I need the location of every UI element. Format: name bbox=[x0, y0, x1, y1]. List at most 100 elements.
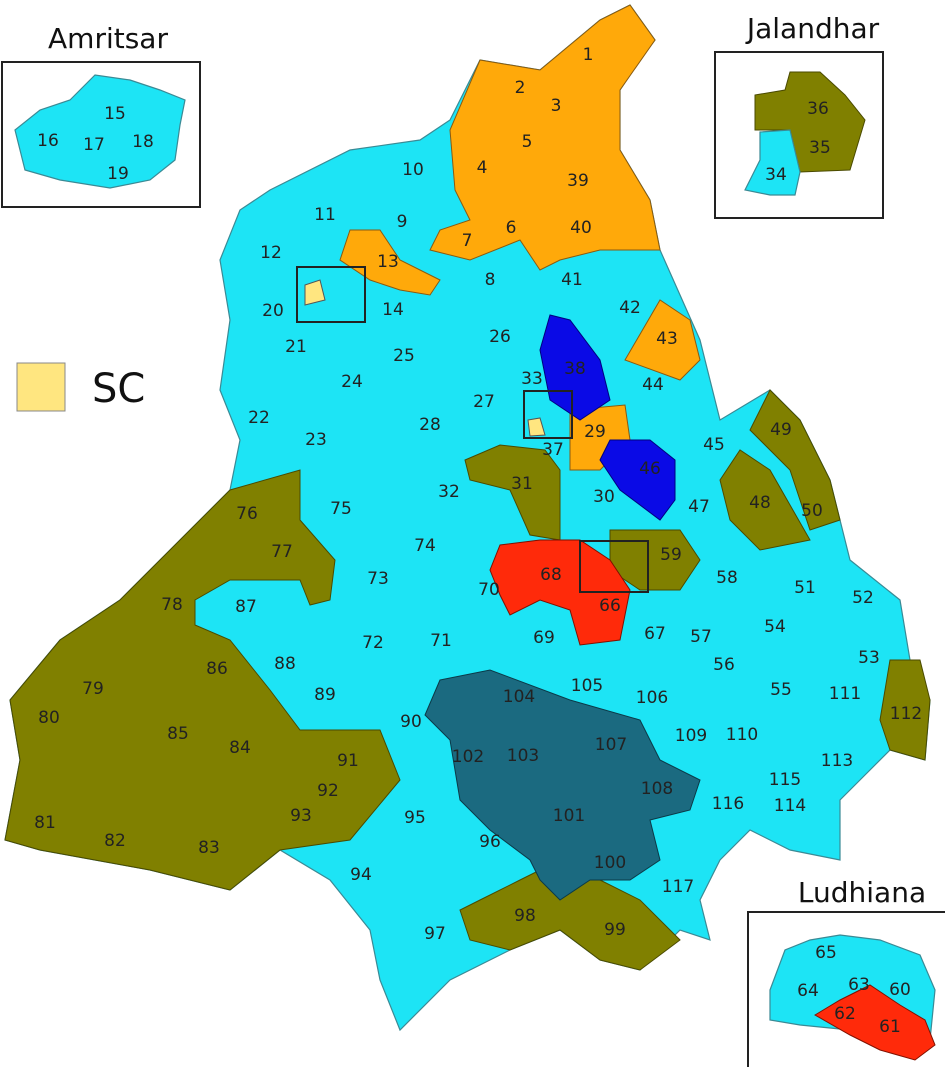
constituency-label: 68 bbox=[540, 565, 562, 585]
constituency-label: 111 bbox=[829, 684, 861, 704]
constituency-label: 55 bbox=[770, 680, 792, 700]
constituency-label: 79 bbox=[82, 679, 104, 699]
inset-title: Amritsar bbox=[48, 22, 168, 55]
constituency-label: 93 bbox=[290, 806, 312, 826]
constituency-label: 91 bbox=[337, 751, 359, 771]
inset-box bbox=[714, 51, 884, 219]
constituency-label: 9 bbox=[397, 212, 408, 232]
constituency-label: 112 bbox=[890, 704, 922, 724]
legend: SC bbox=[16, 362, 145, 412]
constituency-label: 47 bbox=[688, 497, 710, 517]
constituency-label: 59 bbox=[660, 545, 682, 565]
constituency-label: 62 bbox=[834, 1004, 856, 1024]
constituency-label: 98 bbox=[514, 906, 536, 926]
prev-arrow[interactable] bbox=[16, 518, 42, 562]
constituency-label: 117 bbox=[662, 877, 694, 897]
constituency-label: 35 bbox=[809, 138, 831, 158]
constituency-label: 31 bbox=[511, 474, 533, 494]
constituency-label: 15 bbox=[104, 104, 126, 124]
constituency-label: 16 bbox=[37, 131, 59, 151]
next-arrow[interactable] bbox=[903, 518, 929, 562]
constituency-label: 8 bbox=[485, 270, 496, 290]
constituency-label: 58 bbox=[716, 568, 738, 588]
constituency-label: 95 bbox=[404, 808, 426, 828]
constituency-label: 67 bbox=[644, 624, 666, 644]
constituency-label: 108 bbox=[641, 779, 673, 799]
region-48 bbox=[719, 449, 811, 551]
constituency-label: 107 bbox=[595, 735, 627, 755]
inset-title: Jalandhar bbox=[745, 12, 880, 45]
constituency-label: 42 bbox=[619, 298, 641, 318]
constituency-label: 96 bbox=[479, 832, 501, 852]
city-box bbox=[296, 266, 366, 323]
constituency-label: 74 bbox=[414, 536, 436, 556]
constituency-label: 73 bbox=[367, 569, 389, 589]
constituency-label: 43 bbox=[656, 329, 678, 349]
constituency-label: 52 bbox=[852, 588, 874, 608]
constituency-label: 14 bbox=[382, 300, 404, 320]
constituency-label: 78 bbox=[161, 595, 183, 615]
constituency-label: 61 bbox=[879, 1017, 901, 1037]
constituency-label: 101 bbox=[553, 806, 585, 826]
sc-area bbox=[304, 279, 326, 306]
constituency-label: 88 bbox=[274, 654, 296, 674]
constituency-label: 40 bbox=[570, 218, 592, 238]
constituency-label: 89 bbox=[314, 685, 336, 705]
region-46 bbox=[599, 439, 676, 521]
constituency-label: 86 bbox=[206, 659, 228, 679]
region-112 bbox=[879, 659, 931, 761]
constituency-label: 7 bbox=[462, 231, 473, 251]
constituency-label: 114 bbox=[774, 796, 806, 816]
constituency-label: 10 bbox=[402, 160, 424, 180]
constituency-label: 30 bbox=[593, 487, 615, 507]
constituency-label: 5 bbox=[522, 132, 533, 152]
constituency-label: 115 bbox=[769, 770, 801, 790]
insets: Amritsar Jalandhar Ludhiana bbox=[1, 12, 945, 1067]
constituency-label: 81 bbox=[34, 813, 56, 833]
constituency-label: 17 bbox=[83, 135, 105, 155]
constituency-label: 2 bbox=[515, 78, 526, 98]
constituency-label: 41 bbox=[561, 270, 583, 290]
constituency-label: 97 bbox=[424, 924, 446, 944]
constituency-label: 24 bbox=[341, 372, 363, 392]
region-43 bbox=[624, 299, 701, 381]
constituency-label: 76 bbox=[236, 504, 258, 524]
constituency-label: 116 bbox=[712, 794, 744, 814]
constituency-label: 46 bbox=[639, 459, 661, 479]
constituency-label: 33 bbox=[521, 369, 543, 389]
constituency-label: 48 bbox=[749, 493, 771, 513]
constituency-label: 49 bbox=[770, 420, 792, 440]
constituency-label: 28 bbox=[419, 415, 441, 435]
constituency-label: 13 bbox=[377, 252, 399, 272]
constituency-label: 20 bbox=[262, 301, 284, 321]
inset-box bbox=[747, 911, 945, 1067]
region-southwest bbox=[4, 469, 401, 891]
constituency-label: 54 bbox=[764, 617, 786, 637]
constituency-label: 94 bbox=[350, 865, 372, 885]
constituency-label: 57 bbox=[690, 627, 712, 647]
constituency-label: 102 bbox=[452, 747, 484, 767]
constituency-label: 103 bbox=[507, 746, 539, 766]
constituency-label: 19 bbox=[107, 164, 129, 184]
constituency-label: 38 bbox=[564, 359, 586, 379]
inset-title: Ludhiana bbox=[798, 876, 926, 909]
constituency-label: 85 bbox=[167, 724, 189, 744]
legend-swatch bbox=[16, 362, 66, 412]
constituency-label: 106 bbox=[636, 688, 668, 708]
constituency-label: 3 bbox=[551, 96, 562, 116]
region-38 bbox=[539, 314, 611, 421]
constituency-label: 70 bbox=[478, 580, 500, 600]
constituency-label: 69 bbox=[533, 628, 555, 648]
constituency-label: 92 bbox=[317, 781, 339, 801]
constituency-label: 110 bbox=[726, 725, 758, 745]
constituency-label: 32 bbox=[438, 482, 460, 502]
constituency-label: 39 bbox=[567, 171, 589, 191]
constituency-label: 64 bbox=[797, 981, 819, 1001]
constituency-label: 12 bbox=[260, 243, 282, 263]
constituency-label: 11 bbox=[314, 205, 336, 225]
sc-area bbox=[527, 417, 546, 437]
constituency-label: 66 bbox=[599, 596, 621, 616]
constituency-label: 27 bbox=[473, 392, 495, 412]
inset-jalandhar bbox=[754, 71, 866, 173]
